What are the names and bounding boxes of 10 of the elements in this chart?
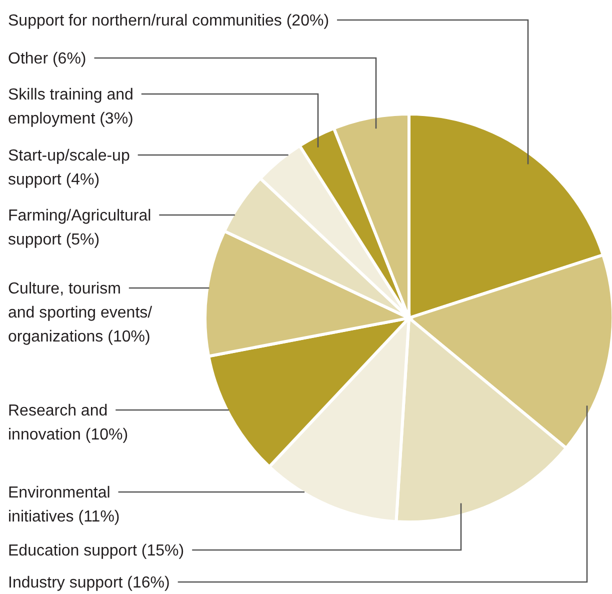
slice-label: Education support (15%) bbox=[8, 542, 184, 560]
slice-label: Farming/Agricultural support (5%) bbox=[8, 208, 152, 249]
slice-label: Industry support (16%) bbox=[8, 574, 170, 592]
slice-label: Start-up/scale-up support (4%) bbox=[8, 148, 130, 189]
slice-label: Support for northern/rural communities (20%) bbox=[8, 12, 330, 30]
slice-label: Other (6%) bbox=[8, 50, 86, 68]
slice-label: Culture, tourism and sporting events/organizations (10%) bbox=[8, 280, 153, 346]
slice-label: Research and innovation (10%) bbox=[8, 402, 128, 444]
slice-label: Skills training and employment (3%) bbox=[8, 86, 134, 128]
slice-label: Environmental initiatives (11%) bbox=[8, 484, 120, 526]
